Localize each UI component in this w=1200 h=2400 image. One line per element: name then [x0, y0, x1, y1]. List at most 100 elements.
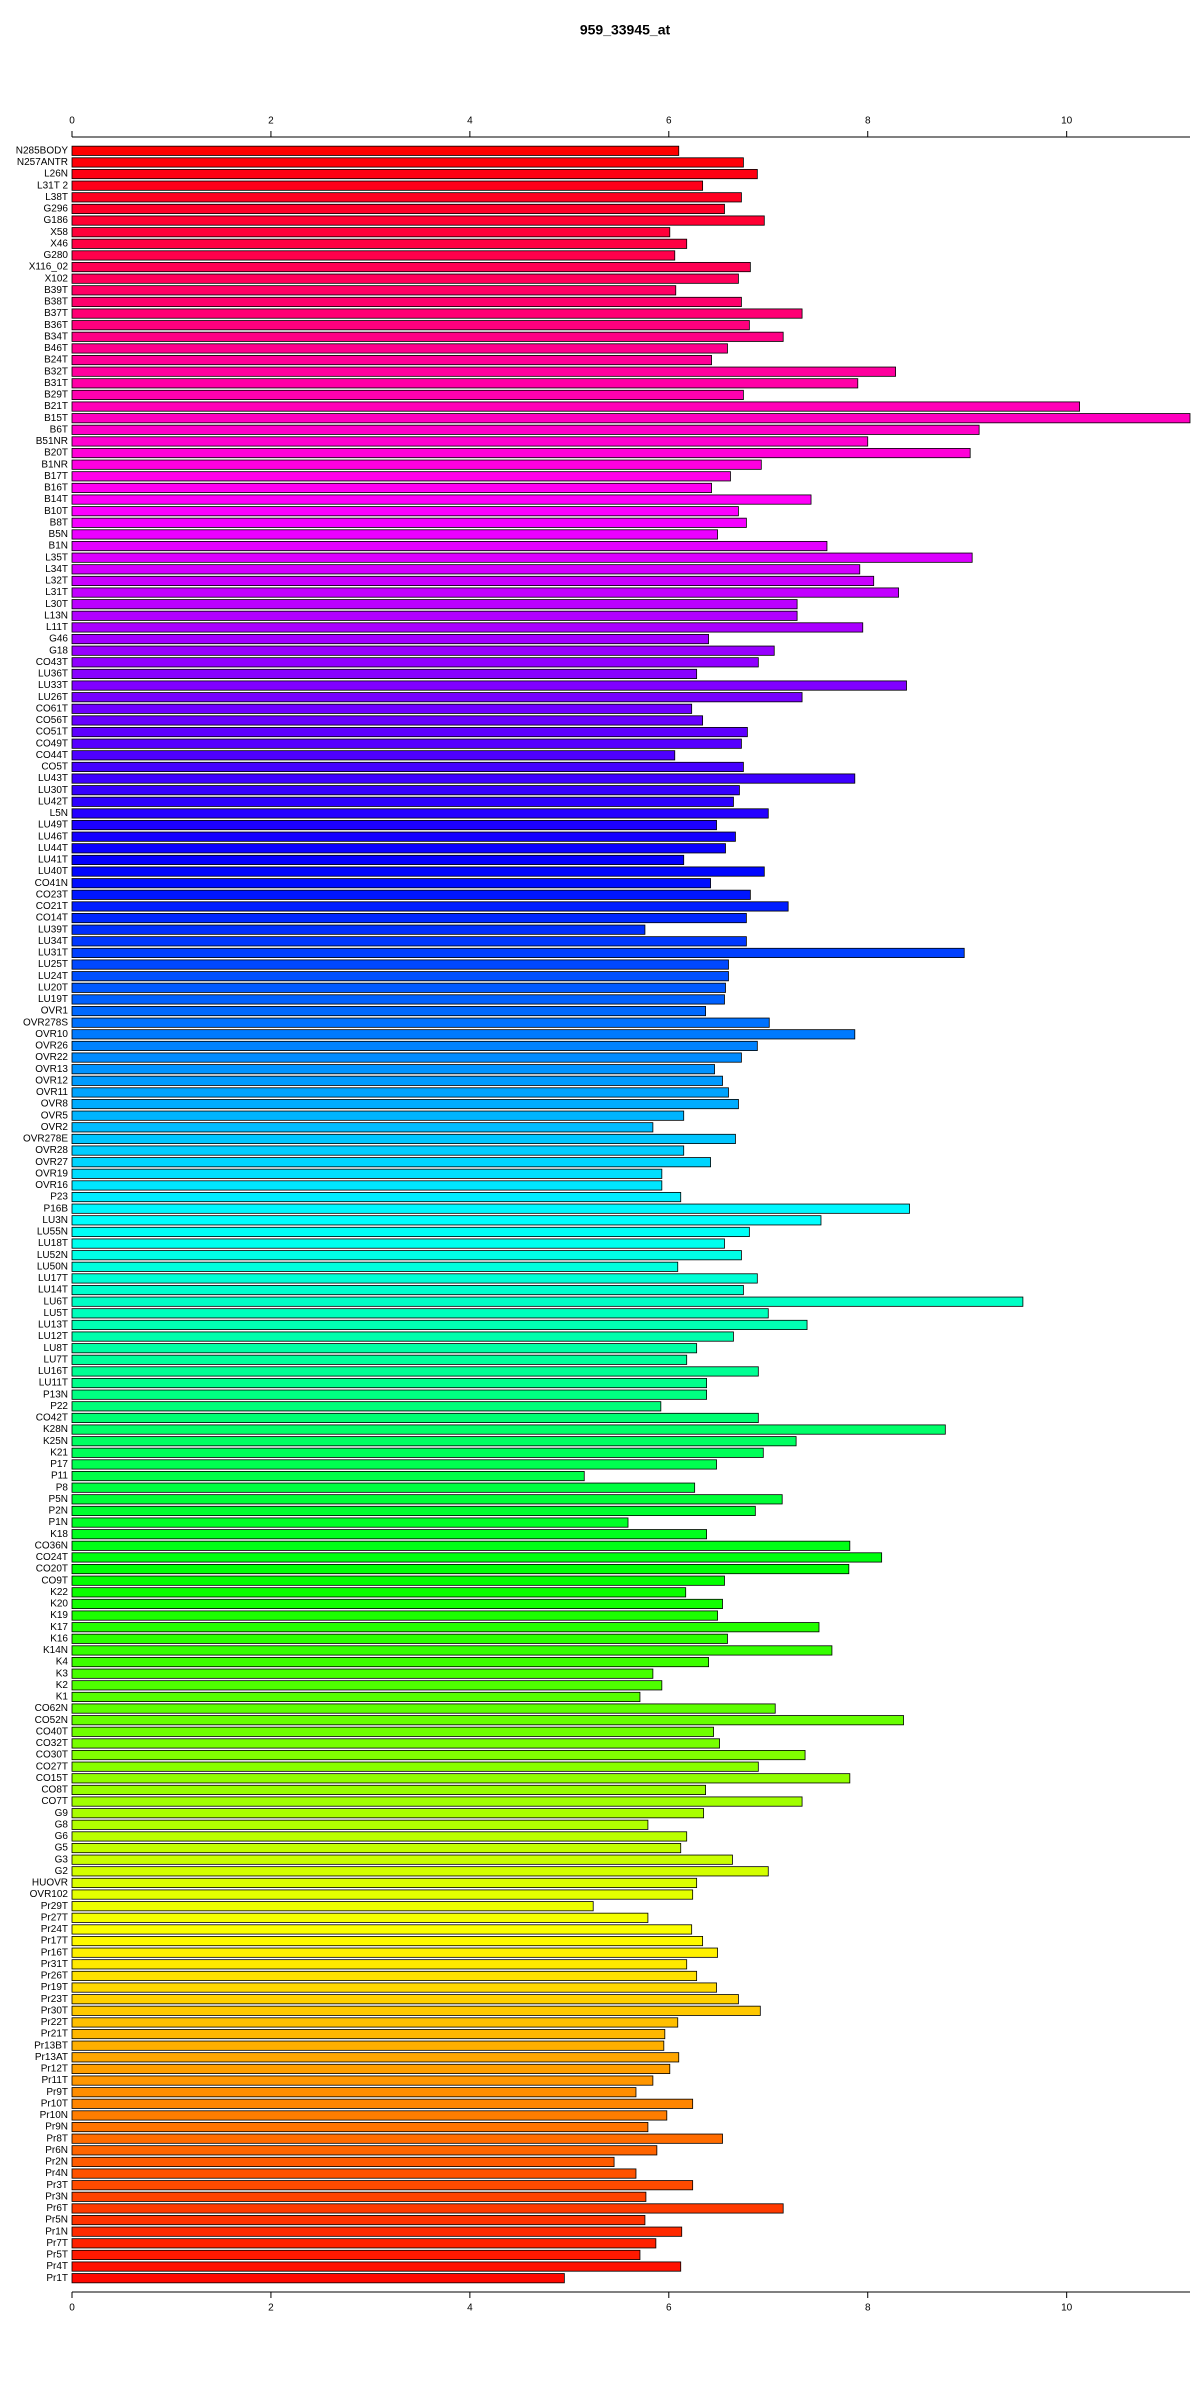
- bar: [71, 238, 688, 249]
- category-label: P17: [50, 1459, 68, 1470]
- bar: [71, 424, 980, 435]
- category-label: Pr24T: [41, 1924, 68, 1935]
- category-label: HUOVR: [32, 1878, 68, 1889]
- bar: [71, 192, 742, 203]
- bar: [71, 610, 798, 621]
- bar: [71, 1715, 904, 1726]
- bar: [71, 1378, 707, 1389]
- bar: [71, 878, 711, 889]
- bar: [71, 657, 759, 668]
- bar: [71, 1610, 718, 1621]
- bar: [71, 2075, 654, 2086]
- category-label: CO27T: [36, 1761, 68, 1772]
- category-label: Pr27T: [41, 1912, 68, 1923]
- category-label: CO14T: [36, 913, 68, 924]
- bar: [71, 2087, 637, 2098]
- category-label: Pr1N: [45, 2226, 68, 2237]
- category-label: P5N: [49, 1494, 68, 1505]
- bar: [71, 1773, 851, 1784]
- bar: [71, 1808, 705, 1819]
- category-label: K21: [50, 1447, 68, 1458]
- bar: [71, 1552, 883, 1563]
- category-label: Pr1T: [46, 2273, 68, 2284]
- bar: [71, 575, 875, 586]
- category-label: LU30T: [38, 785, 68, 796]
- bar: [71, 947, 965, 958]
- category-label: Pr4T: [46, 2261, 68, 2272]
- bar: [71, 494, 812, 505]
- category-label: LU49T: [38, 820, 68, 831]
- category-label: P22: [50, 1401, 68, 1412]
- bar: [71, 924, 646, 935]
- category-label: OVR16: [35, 1180, 68, 1191]
- bar: [71, 378, 859, 389]
- bar: [71, 971, 729, 982]
- category-label: X58: [50, 227, 68, 238]
- bar: [71, 1622, 820, 1633]
- bar: [71, 1505, 756, 1516]
- bar: [71, 761, 744, 772]
- category-label: Pr5T: [46, 2250, 68, 2261]
- bar: [71, 1238, 725, 1249]
- category-label: G186: [44, 215, 69, 226]
- category-label: OVR19: [35, 1168, 68, 1179]
- bar: [71, 2145, 658, 2156]
- category-label: B1N: [49, 541, 68, 552]
- category-label: LU39T: [38, 924, 68, 935]
- category-label: K2: [56, 1680, 69, 1691]
- bar: [71, 599, 798, 610]
- category-label: B15T: [44, 413, 68, 424]
- bar: [71, 1122, 654, 1133]
- category-label: K20: [50, 1599, 68, 1610]
- bar: [71, 854, 685, 865]
- category-label: OVR26: [35, 1041, 68, 1052]
- bar: [71, 1761, 759, 1772]
- bar: [71, 1459, 717, 1470]
- bar: [71, 1040, 758, 1051]
- bar: [71, 1075, 723, 1086]
- bar: [71, 1250, 742, 1261]
- category-label: P2N: [49, 1506, 68, 1517]
- bar: [71, 471, 731, 482]
- bar: [71, 773, 856, 784]
- bar: [71, 913, 747, 924]
- bar: [71, 1017, 770, 1028]
- bar: [71, 1436, 797, 1447]
- bar: [71, 2133, 723, 2144]
- bar: [71, 1447, 764, 1458]
- bar: [71, 2017, 679, 2028]
- bar: [71, 866, 765, 877]
- bar: [71, 1657, 709, 1668]
- category-label: LU11T: [39, 1378, 68, 1389]
- x-tick-label: 6: [666, 116, 672, 127]
- category-label: Pr5N: [45, 2215, 68, 2226]
- bar: [71, 1959, 688, 1970]
- bar: [71, 1424, 946, 1435]
- bar: [71, 506, 739, 517]
- bar: [71, 1517, 629, 1528]
- x-tick-label: 10: [1061, 2303, 1073, 2314]
- category-label: OVR1: [41, 1006, 69, 1017]
- category-label: Pr21T: [41, 2029, 68, 2040]
- category-label: LU24T: [38, 971, 68, 982]
- bar: [71, 2238, 657, 2249]
- category-label: B37T: [44, 308, 68, 319]
- bar: [71, 634, 709, 645]
- bar: [71, 1343, 698, 1354]
- bar: [71, 1168, 663, 1179]
- category-label: LU7T: [44, 1354, 68, 1365]
- bar: [71, 320, 750, 331]
- category-label: L13N: [44, 610, 68, 621]
- category-label: B31T: [44, 378, 68, 389]
- x-tick-label: 0: [69, 116, 75, 127]
- category-label: X102: [45, 273, 69, 284]
- bar: [71, 785, 740, 796]
- bar: [71, 1564, 850, 1575]
- chart-title: 959_33945_at: [580, 22, 671, 38]
- category-label: OVR28: [35, 1145, 68, 1156]
- bar: [71, 203, 725, 214]
- bar: [71, 2052, 680, 2063]
- bar: [71, 273, 739, 284]
- bar: [71, 355, 712, 366]
